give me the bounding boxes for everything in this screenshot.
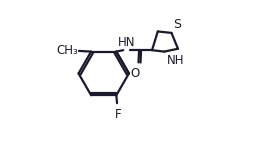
- Text: HN: HN: [118, 36, 135, 49]
- Text: F: F: [115, 108, 121, 121]
- Text: S: S: [173, 18, 181, 31]
- Text: CH₃: CH₃: [56, 44, 78, 57]
- Text: O: O: [131, 67, 140, 80]
- Text: NH: NH: [167, 54, 184, 67]
